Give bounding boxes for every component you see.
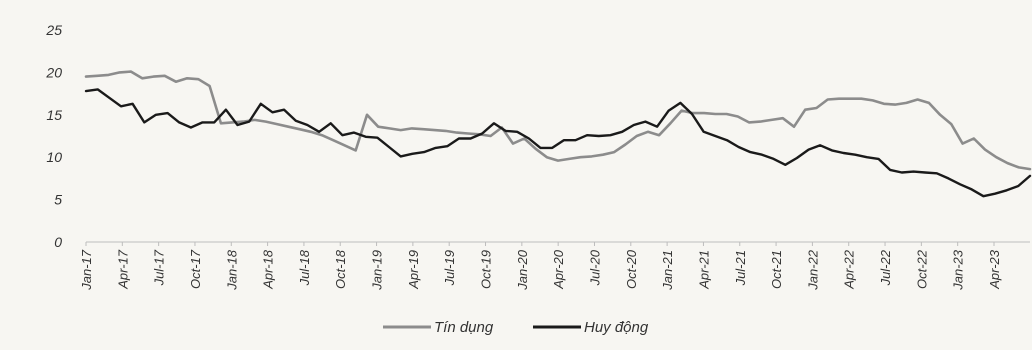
y-tick-label: 20 bbox=[45, 64, 62, 80]
x-tick-label: Apr-23 bbox=[987, 249, 1002, 290]
x-axis: Jan-17 Apr-17 Jul-17 Oct-17 Jan-18 Apr-18 Jul-… bbox=[79, 242, 1002, 291]
x-tick-label: Apr-20 bbox=[551, 249, 566, 290]
x-tick-label: Jul-20 bbox=[587, 249, 602, 286]
x-tick-label: Apr-18 bbox=[261, 249, 276, 290]
x-tick-label: Jul-22 bbox=[878, 249, 893, 286]
legend-label: Tín dụng bbox=[434, 319, 494, 336]
y-tick-label: 25 bbox=[45, 22, 62, 38]
x-tick-label: Jan-17 bbox=[79, 249, 94, 291]
y-tick-label: 10 bbox=[46, 149, 62, 165]
x-tick-label: Jul-18 bbox=[297, 249, 312, 286]
legend-label: Huy động bbox=[584, 319, 649, 336]
x-tick-label: Jul-17 bbox=[152, 249, 167, 286]
x-tick-label: Jan-18 bbox=[224, 249, 239, 291]
x-tick-label: Jan-21 bbox=[660, 250, 675, 291]
x-tick-label: Oct-22 bbox=[914, 249, 929, 289]
x-tick-label: Jul-19 bbox=[442, 250, 457, 286]
x-tick-label: Apr-19 bbox=[406, 250, 421, 290]
y-axis: 0 5 10 15 20 25 bbox=[45, 22, 62, 250]
x-tick-label: Jul-21 bbox=[733, 250, 748, 286]
y-tick-label: 0 bbox=[54, 234, 62, 250]
series-line-tin-dung bbox=[84, 70, 1032, 171]
x-tick-label: Apr-22 bbox=[842, 249, 857, 290]
x-tick-label: Jan-23 bbox=[951, 249, 966, 291]
x-tick-label: Jan-19 bbox=[370, 250, 385, 291]
x-tick-label: Jan-20 bbox=[515, 249, 530, 291]
x-tick-label: Jan-22 bbox=[805, 249, 820, 291]
series-line-huy-dong bbox=[84, 88, 1032, 198]
x-tick-label: Oct-20 bbox=[624, 249, 639, 289]
x-tick-label: Oct-17 bbox=[188, 249, 203, 289]
x-tick-label: Apr-17 bbox=[115, 249, 130, 290]
x-tick-label: Oct-21 bbox=[769, 250, 784, 289]
y-tick-label: 5 bbox=[54, 192, 62, 208]
x-tick-label: Oct-18 bbox=[333, 249, 348, 289]
legend: Tín dụng Huy động bbox=[383, 319, 649, 336]
y-tick-label: 15 bbox=[46, 107, 62, 123]
x-tick-label: Oct-19 bbox=[479, 250, 494, 289]
series-layer bbox=[84, 70, 1032, 198]
x-tick-label: Apr-21 bbox=[696, 250, 711, 290]
